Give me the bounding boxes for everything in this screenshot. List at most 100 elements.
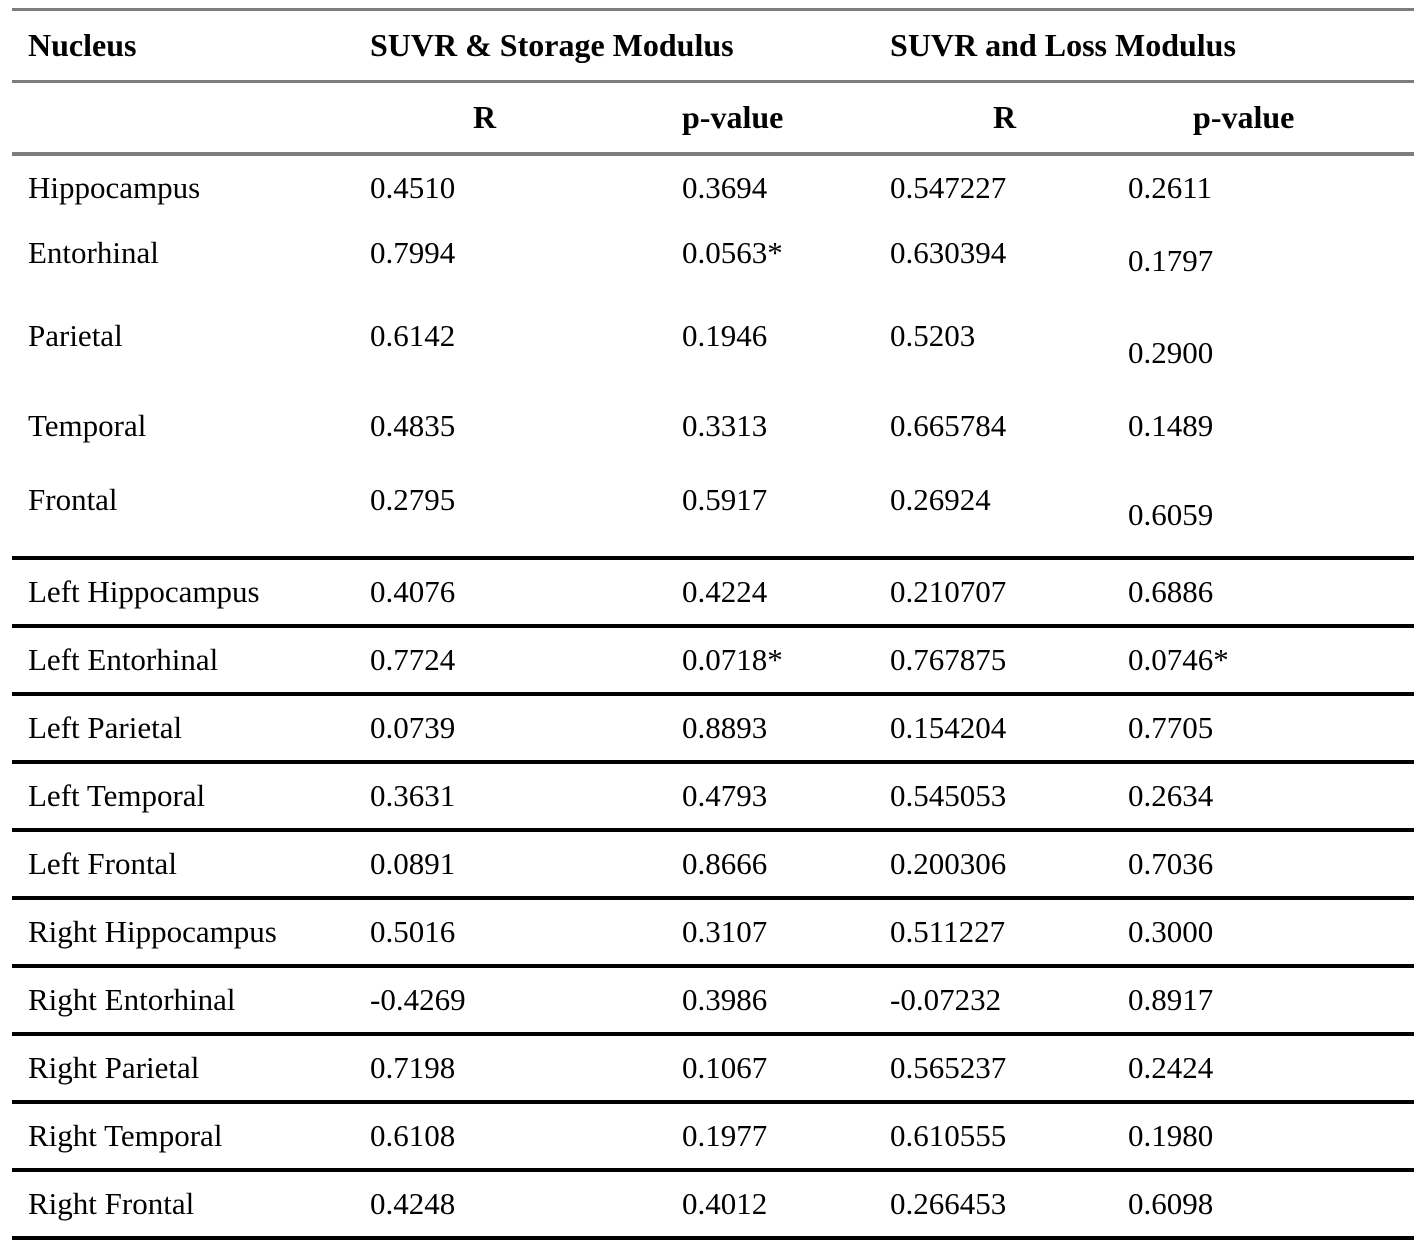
storage-r-value: 0.4510 bbox=[370, 169, 456, 205]
storage-r-value: 0.7994 bbox=[370, 234, 456, 270]
correlation-table: Nucleus SUVR & Storage Modulus SUVR and … bbox=[12, 8, 1415, 1240]
header-storage-p: p-value bbox=[682, 98, 784, 135]
storage-r-value: 0.7198 bbox=[370, 1049, 456, 1085]
row-label: Right Parietal bbox=[28, 1049, 200, 1085]
header-group-storage: SUVR & Storage Modulus bbox=[370, 27, 734, 64]
storage-p-value: 0.1977 bbox=[682, 1117, 768, 1153]
table-row: Left Entorhinal 0.7724 0.0718* 0.767875 … bbox=[12, 626, 1415, 694]
loss-r-value: 0.565237 bbox=[890, 1049, 1007, 1085]
loss-p-value: 0.7705 bbox=[1128, 709, 1214, 745]
loss-p-value: 0.1489 bbox=[1128, 407, 1214, 443]
storage-r-value: 0.4835 bbox=[370, 407, 456, 443]
storage-r-value: 0.3631 bbox=[370, 777, 456, 813]
row-label: Left Entorhinal bbox=[28, 641, 219, 677]
loss-p-value: 0.2634 bbox=[1128, 777, 1214, 813]
storage-p-value: 0.8666 bbox=[682, 845, 768, 881]
table-row: Entorhinal 0.7994 0.0563* 0.630394 0.179… bbox=[12, 220, 1414, 286]
loss-r-value: 0.5203 bbox=[890, 317, 976, 353]
loss-r-value: 0.26924 bbox=[890, 481, 991, 517]
loss-r-value: 0.154204 bbox=[890, 709, 1007, 745]
row-label: Right Frontal bbox=[28, 1185, 195, 1221]
storage-p-value: 0.3986 bbox=[682, 981, 768, 1017]
storage-p-value: 0.3313 bbox=[682, 407, 768, 443]
storage-r-value: 0.0891 bbox=[370, 845, 456, 881]
loss-r-value: 0.665784 bbox=[890, 407, 1007, 443]
storage-r-value: 0.5016 bbox=[370, 913, 456, 949]
table-row: Parietal 0.6142 0.1946 0.5203 0.2900 bbox=[12, 286, 1414, 386]
loss-r-value: 0.200306 bbox=[890, 845, 1007, 881]
table-row: Right Entorhinal -0.4269 0.3986 -0.07232… bbox=[12, 966, 1415, 1034]
row-label: Hippocampus bbox=[28, 169, 201, 205]
row-label: Left Hippocampus bbox=[28, 573, 260, 609]
header-sub-row: R p-value R p-value bbox=[12, 82, 1415, 154]
loss-r-value: 0.547227 bbox=[890, 169, 1007, 205]
table-row: Left Frontal 0.0891 0.8666 0.200306 0.70… bbox=[12, 830, 1415, 898]
loss-p-value: 0.0746* bbox=[1128, 641, 1229, 677]
table-row: Right Hippocampus 0.5016 0.3107 0.511227… bbox=[12, 898, 1415, 966]
table-row: Left Parietal 0.0739 0.8893 0.154204 0.7… bbox=[12, 694, 1415, 762]
loss-r-value: 0.630394 bbox=[890, 234, 1007, 270]
row-label: Entorhinal bbox=[28, 234, 159, 270]
table-body: Hippocampus 0.4510 0.3694 0.547227 0.261… bbox=[12, 154, 1415, 1238]
storage-p-value: 0.4793 bbox=[682, 777, 768, 813]
loss-p-value: 0.1797 bbox=[1128, 242, 1214, 278]
table-row: Hippocampus 0.4510 0.3694 0.547227 0.261… bbox=[12, 154, 1414, 220]
table-row: Frontal 0.2795 0.5917 0.26924 0.6059 bbox=[12, 466, 1415, 558]
row-label: Left Frontal bbox=[28, 845, 177, 881]
table-header: Nucleus SUVR & Storage Modulus SUVR and … bbox=[12, 9, 1415, 154]
row-label: Right Temporal bbox=[28, 1117, 223, 1153]
loss-p-value: 0.7036 bbox=[1128, 845, 1214, 881]
loss-p-value: 0.8917 bbox=[1128, 981, 1214, 1017]
header-group-row: Nucleus SUVR & Storage Modulus SUVR and … bbox=[12, 9, 1415, 82]
storage-p-value: 0.3694 bbox=[682, 169, 768, 205]
loss-p-value: 0.3000 bbox=[1128, 913, 1214, 949]
storage-r-value: 0.0739 bbox=[370, 709, 456, 745]
header-nucleus: Nucleus bbox=[28, 27, 137, 64]
storage-p-value: 0.8893 bbox=[682, 709, 768, 745]
loss-r-value: 0.545053 bbox=[890, 777, 1007, 813]
header-group-loss: SUVR and Loss Modulus bbox=[890, 27, 1236, 64]
table-row: Left Hippocampus 0.4076 0.4224 0.210707 … bbox=[12, 558, 1415, 626]
storage-r-value: -0.4269 bbox=[370, 981, 466, 1017]
table-row: Right Frontal 0.4248 0.4012 0.266453 0.6… bbox=[12, 1170, 1415, 1238]
row-label: Left Parietal bbox=[28, 709, 183, 745]
loss-r-value: 0.767875 bbox=[890, 641, 1007, 677]
loss-p-value: 0.6098 bbox=[1128, 1185, 1214, 1221]
loss-p-value: 0.1980 bbox=[1128, 1117, 1214, 1153]
loss-r-value: 0.266453 bbox=[890, 1185, 1007, 1221]
storage-p-value: 0.1946 bbox=[682, 317, 768, 353]
storage-p-value: 0.5917 bbox=[682, 481, 768, 517]
storage-p-value: 0.4012 bbox=[682, 1185, 768, 1221]
loss-p-value: 0.6886 bbox=[1128, 573, 1214, 609]
row-label: Right Entorhinal bbox=[28, 981, 236, 1017]
loss-p-value: 0.2900 bbox=[1128, 334, 1214, 370]
storage-r-value: 0.4248 bbox=[370, 1185, 456, 1221]
row-label: Right Hippocampus bbox=[28, 913, 277, 949]
table-row: Right Temporal 0.6108 0.1977 0.610555 0.… bbox=[12, 1102, 1415, 1170]
loss-r-value: 0.610555 bbox=[890, 1117, 1007, 1153]
loss-p-value: 0.6059 bbox=[1128, 496, 1214, 532]
loss-r-value: 0.511227 bbox=[890, 913, 1006, 949]
header-loss-p: p-value bbox=[1193, 98, 1295, 135]
storage-p-value: 0.4224 bbox=[682, 573, 768, 609]
storage-p-value: 0.1067 bbox=[682, 1049, 768, 1085]
storage-r-value: 0.6108 bbox=[370, 1117, 456, 1153]
storage-p-value: 0.3107 bbox=[682, 913, 768, 949]
row-label: Temporal bbox=[28, 407, 147, 443]
table-row: Temporal 0.4835 0.3313 0.665784 0.1489 bbox=[12, 386, 1414, 466]
storage-r-value: 0.6142 bbox=[370, 317, 456, 353]
storage-r-value: 0.7724 bbox=[370, 641, 456, 677]
storage-p-value: 0.0718* bbox=[682, 641, 783, 677]
storage-r-value: 0.2795 bbox=[370, 481, 456, 517]
table-row: Left Temporal 0.3631 0.4793 0.545053 0.2… bbox=[12, 762, 1415, 830]
header-storage-r: R bbox=[473, 98, 497, 135]
row-label: Frontal bbox=[28, 481, 118, 517]
storage-p-value: 0.0563* bbox=[682, 234, 783, 270]
table-row: Right Parietal 0.7198 0.1067 0.565237 0.… bbox=[12, 1034, 1415, 1102]
loss-p-value: 0.2611 bbox=[1128, 169, 1213, 205]
row-label: Parietal bbox=[28, 317, 123, 353]
header-loss-r: R bbox=[993, 98, 1017, 135]
loss-r-value: -0.07232 bbox=[890, 981, 1002, 1017]
loss-p-value: 0.2424 bbox=[1128, 1049, 1214, 1085]
header-empty bbox=[12, 82, 358, 154]
